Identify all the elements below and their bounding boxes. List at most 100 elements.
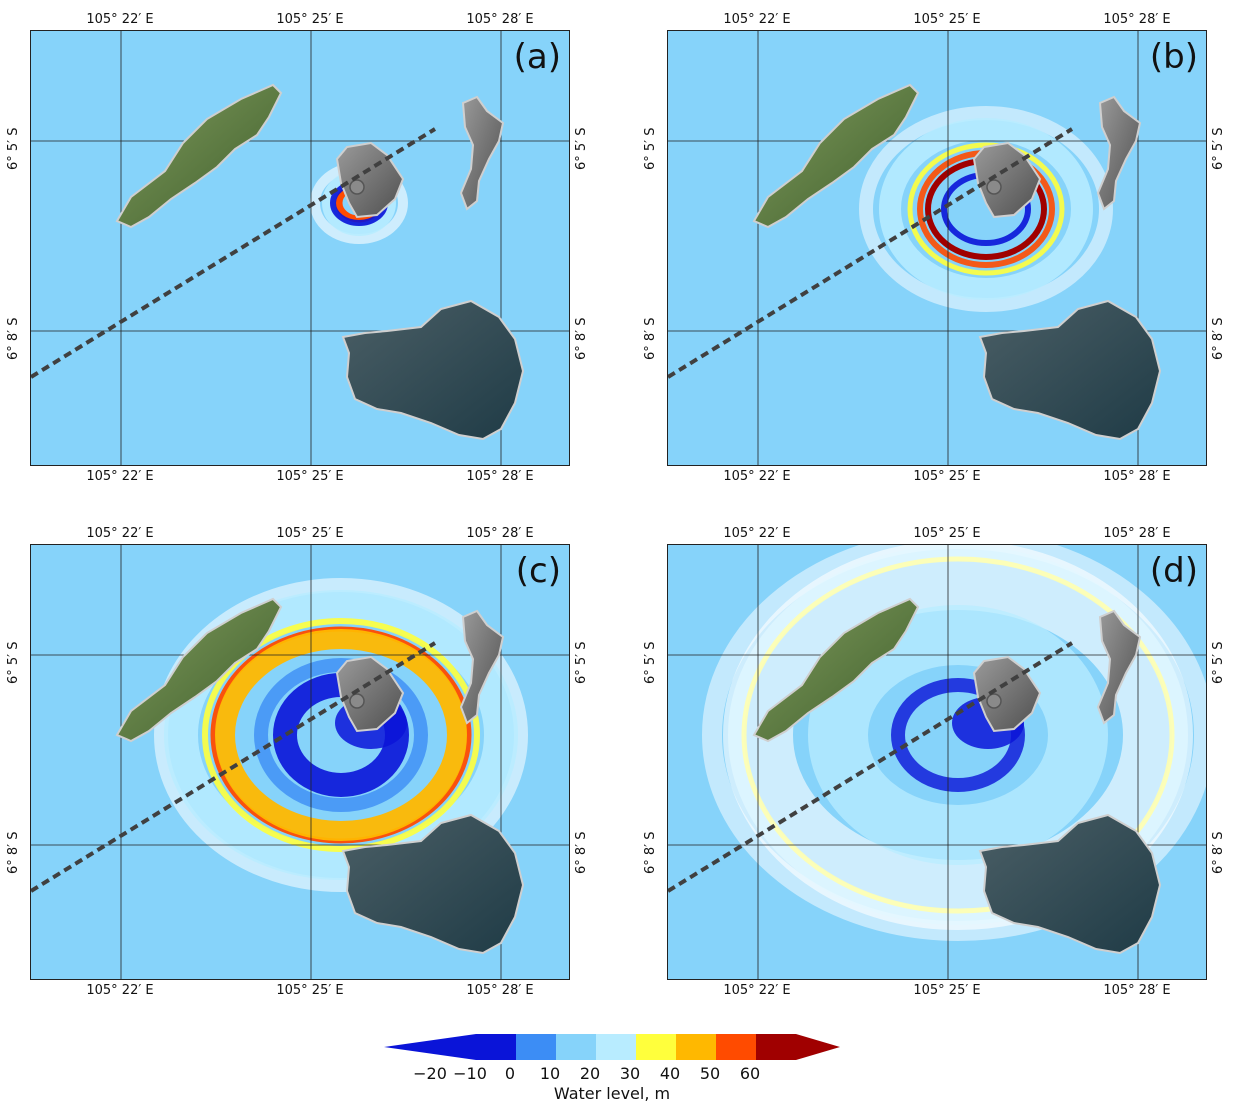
colorbar: −20 −10 0 10 20 30 40 50 60 Water level, m bbox=[384, 1030, 840, 1110]
island-west bbox=[115, 597, 283, 743]
latitude-label: 6° 8′ S bbox=[574, 831, 589, 874]
colorbar-tick-label: 40 bbox=[659, 1064, 681, 1083]
island-south bbox=[978, 299, 1162, 441]
crater bbox=[349, 179, 365, 195]
island-east bbox=[459, 95, 505, 211]
map-panel-4: (d) 105° 22′ E 105° 22′ E 105° 25′ E 105° 25… bbox=[637, 514, 1236, 1014]
longitude-label: 105° 25′ E bbox=[913, 526, 981, 541]
longitude-label: 105° 22′ E bbox=[723, 526, 791, 541]
map-panel-1: (a) 105° 22′ E 105° 22′ E 105° 25′ E 105° 25… bbox=[0, 0, 600, 500]
colorbar-segment bbox=[716, 1034, 756, 1060]
latitude-label: 6° 8′ S bbox=[643, 317, 658, 360]
island-volcano bbox=[335, 655, 405, 733]
island-east bbox=[459, 609, 505, 725]
latitude-label: 6° 8′ S bbox=[6, 317, 21, 360]
map-area: (d) bbox=[667, 544, 1207, 980]
latitude-label: 6° 5′ S bbox=[574, 127, 589, 170]
longitude-label: 105° 25′ E bbox=[276, 526, 344, 541]
longitude-label: 105° 22′ E bbox=[723, 12, 791, 27]
longitude-label: 105° 28′ E bbox=[1103, 12, 1171, 27]
longitude-label: 105° 28′ E bbox=[466, 983, 534, 998]
colorbar-tick-label: 30 bbox=[619, 1064, 641, 1083]
island-south bbox=[341, 299, 525, 441]
latitude-label: 6° 5′ S bbox=[6, 641, 21, 684]
latitude-label: 6° 5′ S bbox=[574, 641, 589, 684]
island-volcano bbox=[972, 141, 1042, 219]
colorbar-segment bbox=[636, 1034, 676, 1060]
longitude-label: 105° 22′ E bbox=[86, 983, 154, 998]
map-panel-3: (c) 105° 22′ E 105° 22′ E 105° 25′ E 105° 25… bbox=[0, 514, 600, 1014]
map-area: (b) bbox=[667, 30, 1207, 466]
map-canvas bbox=[668, 545, 1206, 979]
crater bbox=[986, 179, 1002, 195]
colorbar-tick-label: 20 bbox=[579, 1064, 601, 1083]
map-area: (a) bbox=[30, 30, 570, 466]
colorbar-scale bbox=[384, 1034, 840, 1060]
longitude-label: 105° 28′ E bbox=[1103, 526, 1171, 541]
colorbar-title: Water level, m bbox=[553, 1084, 671, 1103]
longitude-label: 105° 22′ E bbox=[723, 983, 791, 998]
longitude-label: 105° 28′ E bbox=[1103, 469, 1171, 484]
panel-label: (a) bbox=[513, 37, 561, 77]
island-south bbox=[341, 813, 525, 955]
latitude-label: 6° 8′ S bbox=[1211, 317, 1226, 360]
island-east bbox=[1096, 609, 1142, 725]
longitude-label: 105° 22′ E bbox=[86, 12, 154, 27]
map-canvas bbox=[31, 31, 569, 465]
profile-line bbox=[668, 641, 1074, 893]
island-volcano bbox=[335, 141, 405, 219]
colorbar-extend-high bbox=[796, 1034, 840, 1060]
island-west bbox=[752, 597, 920, 743]
longitude-label: 105° 28′ E bbox=[466, 12, 534, 27]
colorbar-segment bbox=[596, 1034, 636, 1060]
longitude-label: 105° 25′ E bbox=[913, 983, 981, 998]
colorbar-tick-label: −10 bbox=[453, 1064, 487, 1083]
colorbar-tick-label: 0 bbox=[504, 1064, 516, 1083]
latitude-label: 6° 5′ S bbox=[1211, 641, 1226, 684]
profile-line bbox=[31, 641, 437, 893]
panel-label: (b) bbox=[1149, 37, 1198, 77]
island-east bbox=[1096, 95, 1142, 211]
longitude-label: 105° 28′ E bbox=[466, 526, 534, 541]
latitude-label: 6° 5′ S bbox=[6, 127, 21, 170]
latitude-label: 6° 8′ S bbox=[643, 831, 658, 874]
wave-field bbox=[859, 106, 1113, 312]
longitude-label: 105° 22′ E bbox=[86, 526, 154, 541]
longitude-label: 105° 25′ E bbox=[913, 12, 981, 27]
longitude-label: 105° 25′ E bbox=[276, 12, 344, 27]
latitude-label: 6° 5′ S bbox=[643, 641, 658, 684]
colorbar-tick-label: 10 bbox=[539, 1064, 561, 1083]
profile-line bbox=[668, 127, 1074, 379]
longitude-label: 105° 25′ E bbox=[276, 469, 344, 484]
colorbar-segment bbox=[756, 1034, 796, 1060]
panel-label: (c) bbox=[515, 551, 561, 591]
longitude-label: 105° 28′ E bbox=[1103, 983, 1171, 998]
map-area: (c) bbox=[30, 544, 570, 980]
latitude-label: 6° 8′ S bbox=[1211, 831, 1226, 874]
crater bbox=[986, 693, 1002, 709]
island-west bbox=[752, 83, 920, 229]
island-volcano bbox=[972, 655, 1042, 733]
longitude-label: 105° 22′ E bbox=[86, 469, 154, 484]
map-panel-2: (b) 105° 22′ E 105° 22′ E 105° 25′ E 105° 25… bbox=[637, 0, 1236, 500]
colorbar-extend-low bbox=[384, 1034, 476, 1060]
island-south bbox=[978, 813, 1162, 955]
crater bbox=[349, 693, 365, 709]
latitude-label: 6° 8′ S bbox=[574, 317, 589, 360]
longitude-label: 105° 25′ E bbox=[276, 983, 344, 998]
panel-label: (d) bbox=[1149, 551, 1198, 591]
map-canvas bbox=[31, 545, 569, 979]
colorbar-segment bbox=[556, 1034, 596, 1060]
colorbar-segment bbox=[476, 1034, 516, 1060]
profile-line bbox=[31, 127, 437, 379]
longitude-label: 105° 25′ E bbox=[913, 469, 981, 484]
colorbar-segment bbox=[676, 1034, 716, 1060]
colorbar-tick-label: 60 bbox=[739, 1064, 761, 1083]
map-canvas bbox=[668, 31, 1206, 465]
colorbar-segment bbox=[516, 1034, 556, 1060]
colorbar-tick-label: −20 bbox=[413, 1064, 447, 1083]
longitude-label: 105° 22′ E bbox=[723, 469, 791, 484]
colorbar-tick-label: 50 bbox=[699, 1064, 721, 1083]
island-west bbox=[115, 83, 283, 229]
latitude-label: 6° 5′ S bbox=[1211, 127, 1226, 170]
